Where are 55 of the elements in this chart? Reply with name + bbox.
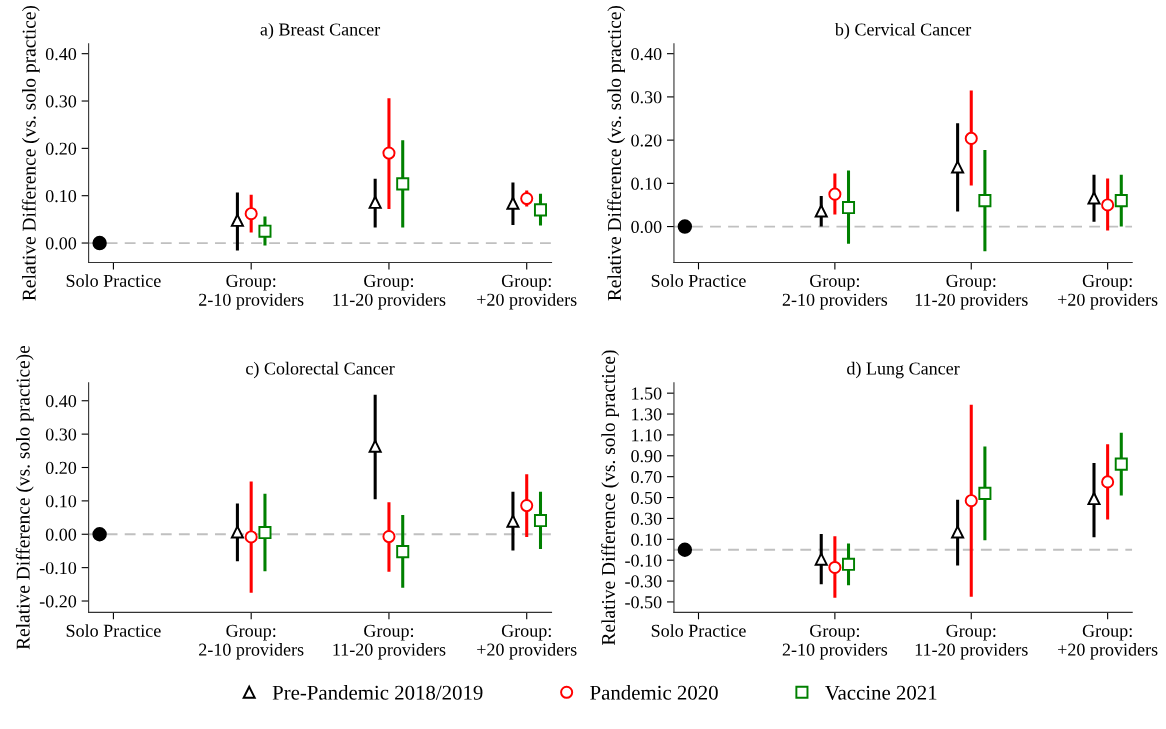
y-tick-label: 0.00 [45, 237, 77, 250]
y-tick-label: 0.30 [45, 428, 77, 441]
y-tick-label: -0.10 [625, 554, 662, 567]
x-tick-label: Solo Practice [651, 274, 746, 287]
x-tick-label: Group: 2-10 providers [199, 624, 304, 660]
x-tick-label: Group: 2-10 providers [782, 274, 888, 310]
x-tick-label: Group: +20 providers [1058, 274, 1158, 310]
y-tick-label: 0.20 [45, 142, 77, 155]
chart-title: a) Breast Cancer [260, 22, 381, 40]
y-tick-label: -0.50 [625, 596, 662, 609]
y-tick-label: 1.50 [632, 387, 662, 400]
y-tick-label: 0.10 [45, 189, 77, 203]
legend-label: Pre-Pandemic 2018/2019 [272, 685, 483, 700]
x-tick-label: Group: 2-10 providers [782, 624, 888, 660]
y-axis-title: Relative Difference (vs. solo practice)e [15, 345, 34, 650]
y-axis-title: Relative Difference (vs. solo practice) [21, 5, 40, 301]
y-axis-title: Relative Difference (vs. solo practice) [607, 5, 625, 301]
y-tick-label: -0.20 [39, 595, 77, 608]
x-tick-label: Group: +20 providers [477, 624, 577, 660]
y-tick-label: 0.10 [45, 495, 77, 508]
x-tick-label: Solo Practice [651, 624, 746, 637]
chart-title: d) Lung Cancer [847, 361, 960, 379]
y-tick-label: 0.30 [631, 512, 662, 525]
legend-label: Vaccine 2021 [825, 685, 937, 700]
x-tick-label: Group: +20 providers [1058, 624, 1158, 660]
y-tick-label: 1.30 [632, 408, 662, 421]
y-tick-label: 0.00 [45, 528, 77, 541]
y-tick-label: 1.10 [632, 429, 662, 442]
x-tick-label: Group: +20 providers [477, 274, 577, 310]
x-tick-label: Solo Practice [66, 274, 161, 287]
y-tick-label: 0.30 [631, 91, 662, 104]
x-tick-label: Group: 11-20 providers [333, 274, 446, 310]
x-tick-label: Group: 11-20 providers [333, 624, 446, 660]
y-axis-title: Relative Difference (vs. solo practice) [601, 350, 619, 646]
y-tick-label: 0.10 [631, 177, 662, 190]
y-tick-label: 0.40 [45, 395, 77, 408]
y-tick-label: -0.30 [625, 575, 662, 588]
y-tick-label: -0.10 [39, 561, 77, 575]
y-tick-label: 0.10 [631, 533, 662, 546]
chart-title: c) Colorectal Cancer [246, 361, 395, 379]
y-tick-label: 0.20 [45, 461, 77, 475]
y-tick-label: 0.90 [631, 450, 662, 463]
y-tick-label: 0.50 [631, 491, 662, 505]
y-tick-label: 0.40 [631, 47, 662, 61]
y-tick-label: 0.20 [631, 134, 662, 147]
y-tick-label: 0.30 [45, 95, 77, 108]
chart-title: b) Cervical Cancer [834, 22, 972, 40]
y-tick-label: 0.70 [631, 470, 662, 484]
x-tick-label: Group: 11-20 providers [915, 624, 1028, 660]
y-tick-label: 0.40 [45, 47, 77, 61]
y-tick-label: 0.00 [631, 220, 662, 234]
legend-label: Pandemic 2020 [590, 685, 718, 700]
x-tick-label: Group: 11-20 providers [915, 274, 1028, 310]
x-tick-label: Solo Practice [66, 624, 161, 637]
x-tick-label: Group: 2-10 providers [199, 274, 304, 310]
